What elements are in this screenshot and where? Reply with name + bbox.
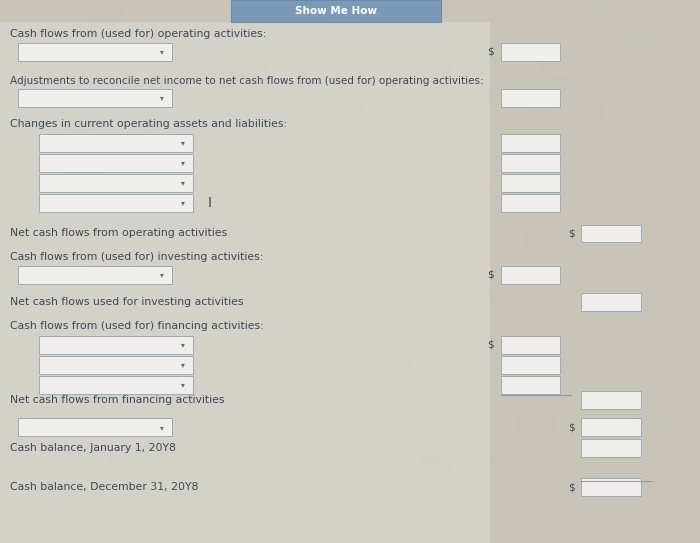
Text: Cash flows from (used for) operating activities:: Cash flows from (used for) operating act… <box>10 29 267 39</box>
FancyBboxPatch shape <box>18 43 172 61</box>
Text: ▾: ▾ <box>160 47 164 56</box>
Text: Adjustments to reconcile net income to net cash flows from (used for) operating : Adjustments to reconcile net income to n… <box>10 76 484 86</box>
FancyBboxPatch shape <box>500 376 560 394</box>
Text: Cash balance, January 1, 20Y8: Cash balance, January 1, 20Y8 <box>10 443 176 453</box>
FancyBboxPatch shape <box>581 392 640 409</box>
FancyBboxPatch shape <box>38 376 193 394</box>
FancyBboxPatch shape <box>581 225 640 243</box>
Text: ▾: ▾ <box>181 159 186 167</box>
FancyBboxPatch shape <box>38 174 193 192</box>
Text: Cash flows from (used for) financing activities:: Cash flows from (used for) financing act… <box>10 321 265 331</box>
Text: Changes in current operating assets and liabilities:: Changes in current operating assets and … <box>10 119 288 129</box>
Text: ▾: ▾ <box>160 270 164 279</box>
Text: ▾: ▾ <box>181 361 186 369</box>
FancyBboxPatch shape <box>0 22 490 543</box>
Text: I: I <box>208 196 212 210</box>
Text: Cash balance, December 31, 20Y8: Cash balance, December 31, 20Y8 <box>10 482 199 492</box>
Text: ▾: ▾ <box>181 138 186 147</box>
Text: ▾: ▾ <box>160 423 164 432</box>
FancyBboxPatch shape <box>18 266 172 284</box>
FancyBboxPatch shape <box>38 336 193 354</box>
Text: Net cash flows from operating activities: Net cash flows from operating activities <box>10 229 228 238</box>
Text: $: $ <box>487 47 494 56</box>
FancyBboxPatch shape <box>500 336 560 354</box>
FancyBboxPatch shape <box>500 89 560 107</box>
FancyBboxPatch shape <box>581 439 640 457</box>
Text: ▾: ▾ <box>181 179 186 187</box>
FancyBboxPatch shape <box>500 266 560 284</box>
FancyBboxPatch shape <box>18 89 172 107</box>
Text: ▾: ▾ <box>181 340 186 349</box>
Text: $: $ <box>568 229 575 238</box>
FancyBboxPatch shape <box>500 43 560 61</box>
Text: $: $ <box>568 422 575 432</box>
Text: ▾: ▾ <box>181 199 186 207</box>
Text: ▾: ▾ <box>160 93 164 102</box>
FancyBboxPatch shape <box>500 356 560 374</box>
FancyBboxPatch shape <box>581 418 640 437</box>
Text: ▾: ▾ <box>181 381 186 389</box>
Text: Cash flows from (used for) investing activities:: Cash flows from (used for) investing act… <box>10 252 264 262</box>
FancyBboxPatch shape <box>500 154 560 172</box>
Text: $: $ <box>568 482 575 492</box>
Text: Show Me How: Show Me How <box>295 6 377 16</box>
FancyBboxPatch shape <box>581 293 640 312</box>
FancyBboxPatch shape <box>500 134 560 152</box>
FancyBboxPatch shape <box>18 418 172 437</box>
Text: Net cash flows from financing activities: Net cash flows from financing activities <box>10 395 225 405</box>
FancyBboxPatch shape <box>231 0 441 22</box>
Text: Net cash flows used for investing activities: Net cash flows used for investing activi… <box>10 298 244 307</box>
FancyBboxPatch shape <box>38 134 193 152</box>
FancyBboxPatch shape <box>38 194 193 212</box>
Text: $: $ <box>487 270 494 280</box>
FancyBboxPatch shape <box>38 154 193 172</box>
FancyBboxPatch shape <box>38 356 193 374</box>
FancyBboxPatch shape <box>581 478 640 496</box>
FancyBboxPatch shape <box>500 194 560 212</box>
Text: $: $ <box>487 340 494 350</box>
FancyBboxPatch shape <box>500 174 560 192</box>
